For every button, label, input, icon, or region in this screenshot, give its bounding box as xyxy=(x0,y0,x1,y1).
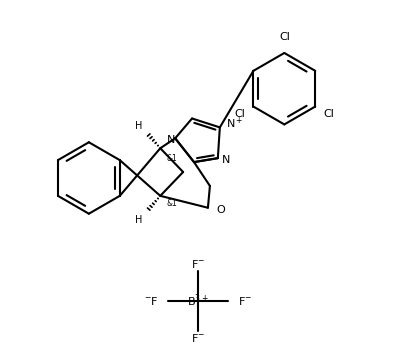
Text: N$^+$: N$^+$ xyxy=(226,116,243,131)
Text: O: O xyxy=(217,205,226,215)
Text: &1: &1 xyxy=(166,199,177,208)
Text: $^{-}$F: $^{-}$F xyxy=(144,295,158,307)
Text: &1: &1 xyxy=(166,154,177,163)
Text: Cl: Cl xyxy=(324,109,335,120)
Text: H: H xyxy=(135,215,142,225)
Text: N: N xyxy=(222,155,230,165)
Text: F$^{-}$: F$^{-}$ xyxy=(238,295,252,307)
Text: F$^{-}$: F$^{-}$ xyxy=(191,258,205,270)
Text: F$^{-}$: F$^{-}$ xyxy=(191,332,205,344)
Text: Cl: Cl xyxy=(234,109,245,120)
Text: H: H xyxy=(135,121,142,131)
Text: Cl: Cl xyxy=(279,32,290,42)
Text: N: N xyxy=(167,135,175,145)
Text: B$^{3+}$: B$^{3+}$ xyxy=(187,293,209,309)
